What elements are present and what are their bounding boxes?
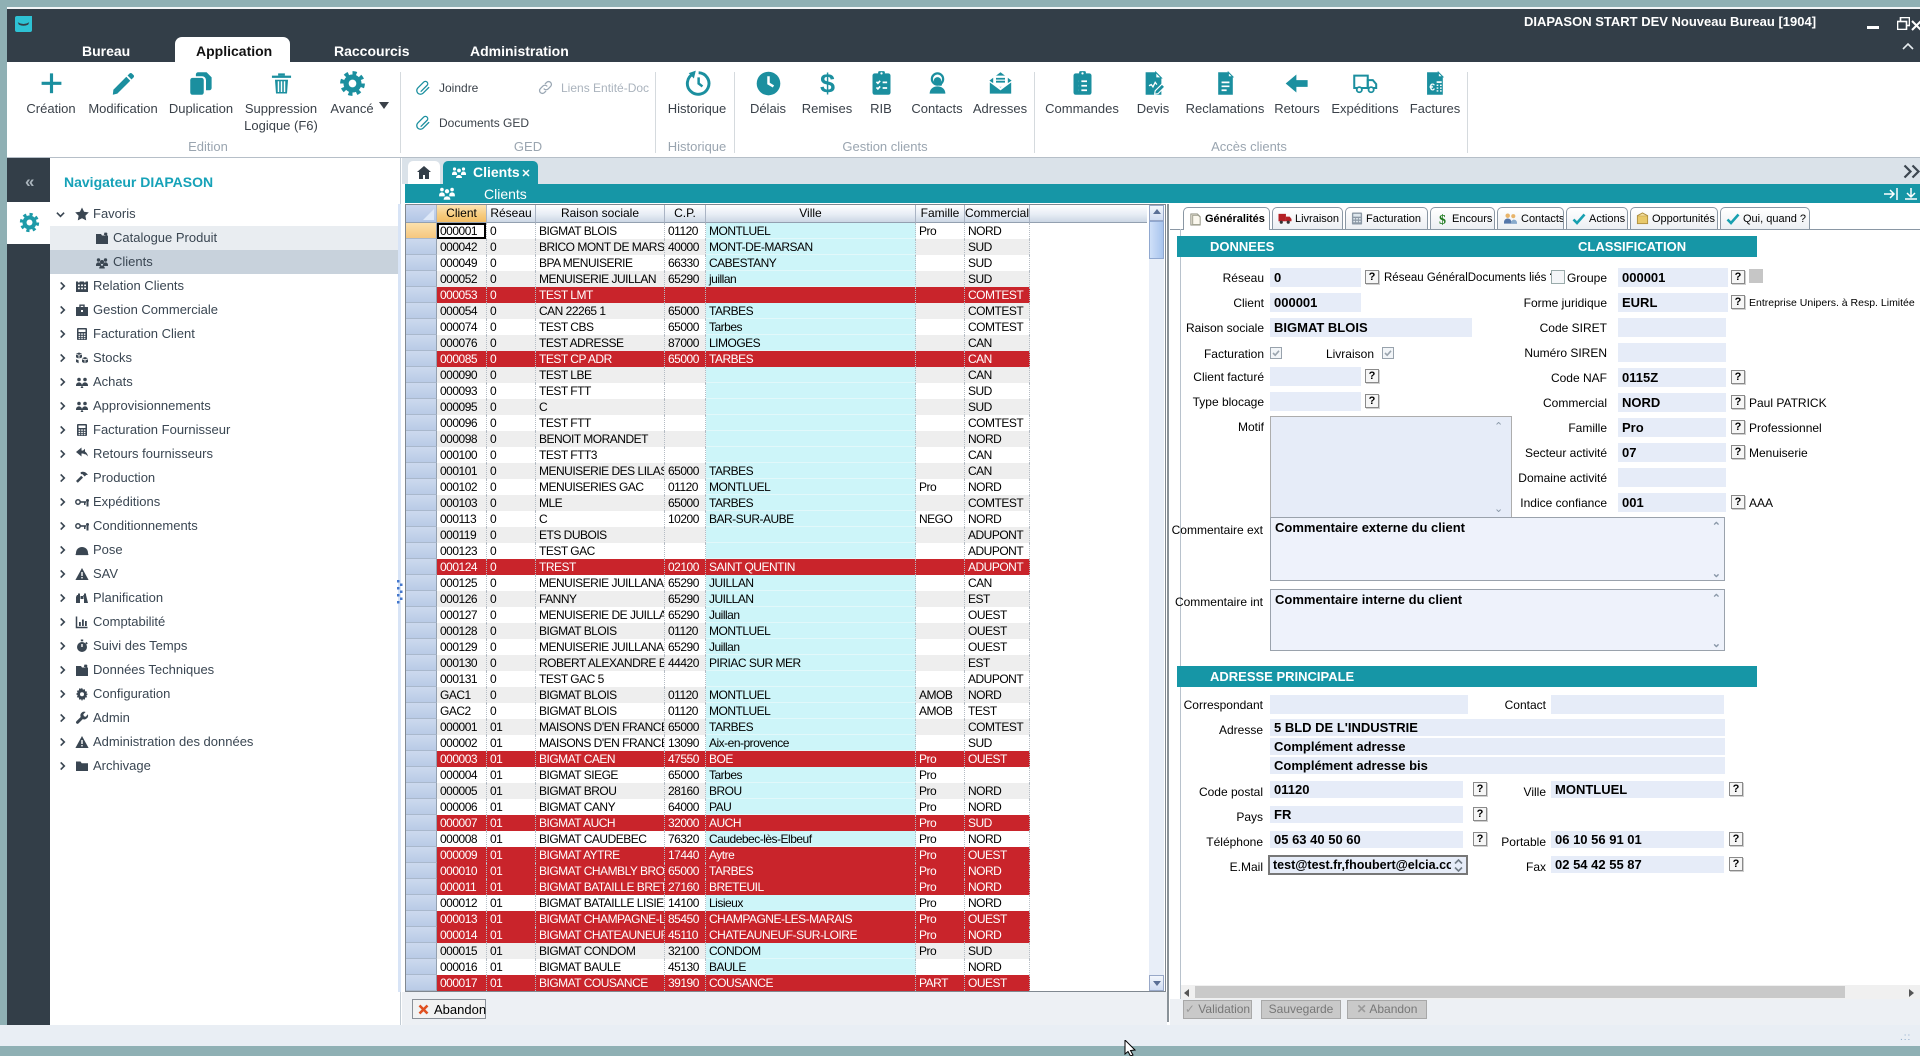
svg-text:$: $ (819, 70, 834, 97)
svg-text:€: € (1429, 82, 1435, 93)
svg-text:$: $ (1439, 213, 1446, 226)
